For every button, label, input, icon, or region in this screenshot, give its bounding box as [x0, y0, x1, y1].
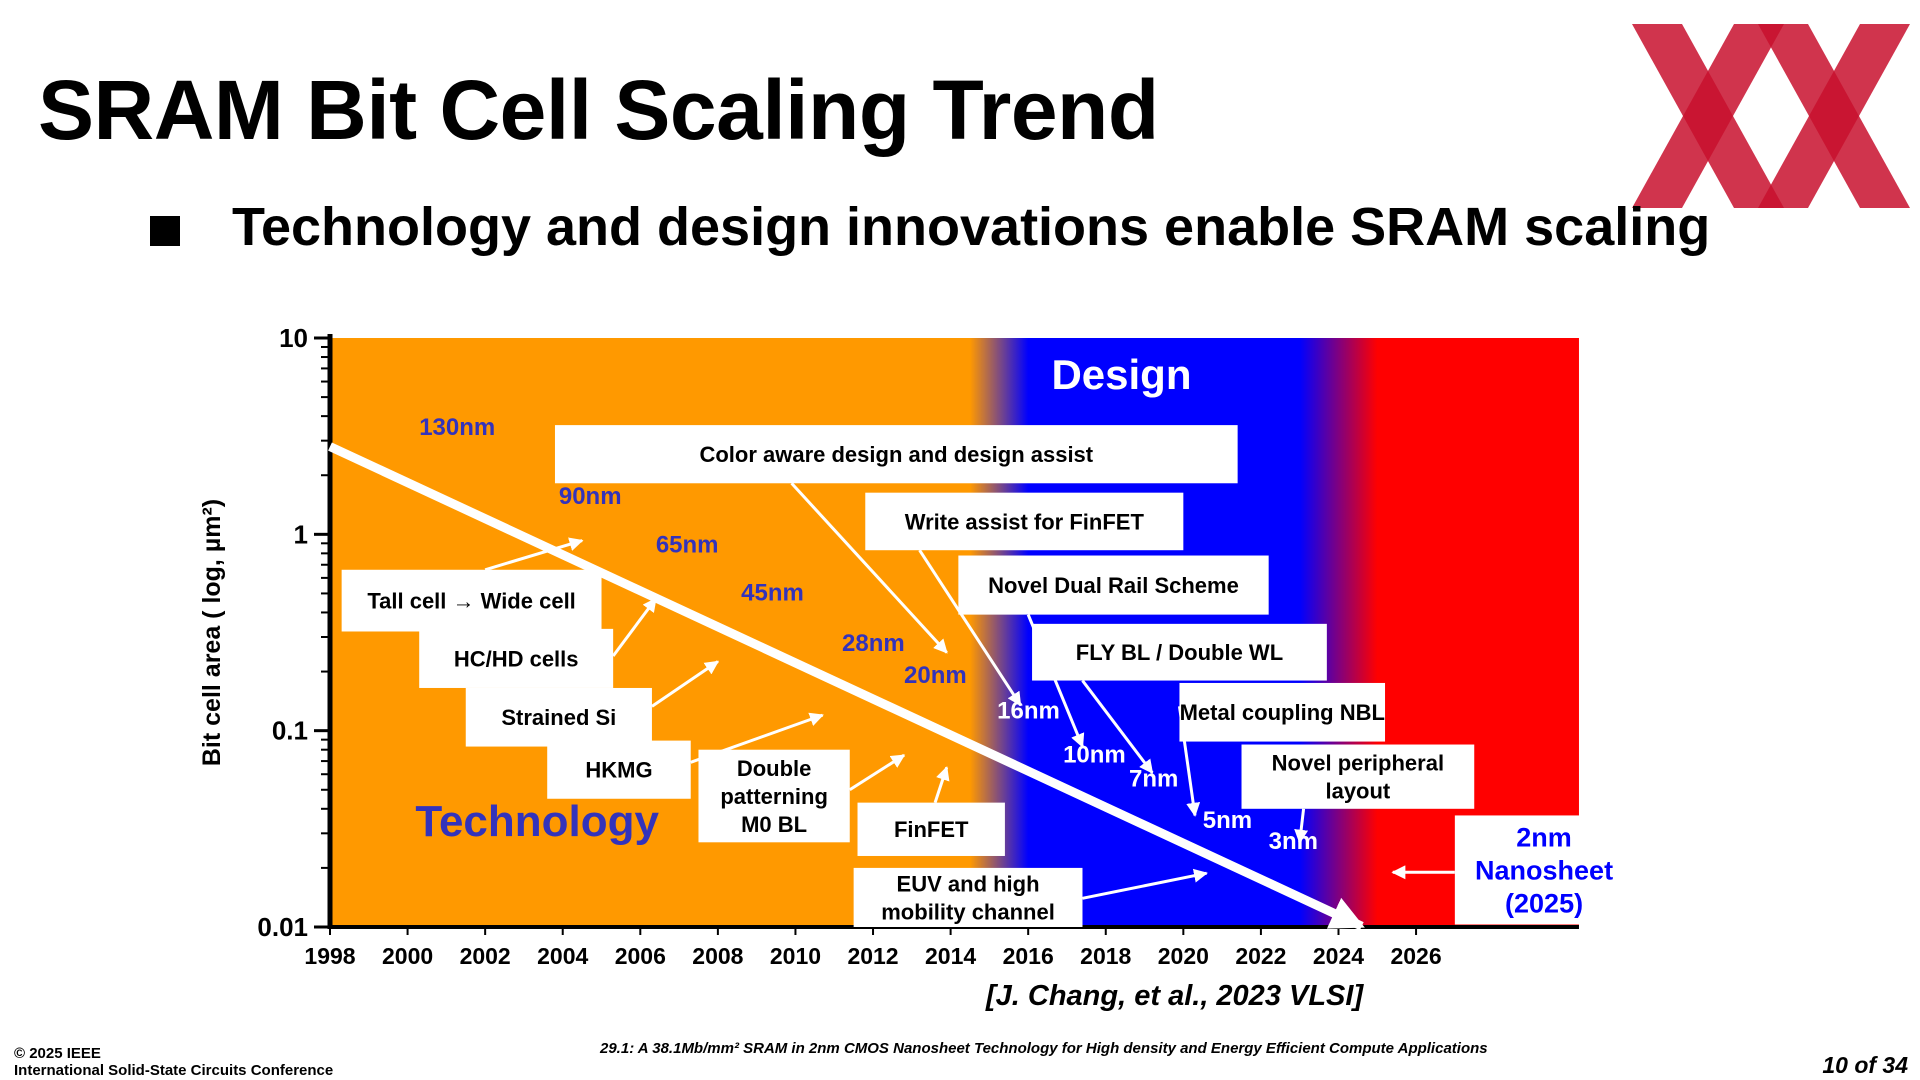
annotation-arrow — [1082, 868, 1208, 900]
x-tick-label: 2000 — [382, 943, 433, 969]
annotation-arrow — [1081, 679, 1154, 774]
annotation-arrow — [651, 660, 720, 708]
footer-paper-title: 29.1: A 38.1Mb/mm² SRAM in 2nm CMOS Nano… — [600, 1040, 1488, 1057]
node-label: 10nm — [1063, 741, 1126, 768]
annotation-text: Color aware design and design assist — [699, 442, 1093, 467]
annotation-text: patterning — [720, 784, 828, 809]
node-label: 7nm — [1129, 765, 1178, 792]
x-tick-label: 2002 — [460, 943, 511, 969]
annotation-box — [419, 628, 614, 688]
annotation-text: Metal coupling NBL — [1180, 700, 1385, 725]
node-label: 28nm — [842, 630, 905, 657]
annotation-arrow — [918, 549, 1022, 707]
node-label: 90nm — [559, 483, 622, 510]
annotation-text: HKMG — [585, 758, 652, 783]
footer-conference: International Solid-State Circuits Confe… — [14, 1062, 334, 1079]
region-label-design: Design — [1051, 351, 1191, 398]
annotation-text: Novel peripheral — [1272, 751, 1444, 776]
annotation-text: layout — [1325, 779, 1390, 804]
annotation-box — [1241, 744, 1475, 809]
annotation-box — [698, 749, 850, 843]
annotation-arrow — [484, 537, 584, 572]
node-label: 3nm — [1269, 828, 1318, 855]
annotation-arrow — [933, 766, 950, 804]
annotation-box — [865, 492, 1184, 551]
annotation-text: Tall cell → Wide cell — [367, 589, 575, 614]
bullet-text: Technology and design innovations enable… — [232, 197, 1711, 257]
annotation-text: (2025) — [1505, 889, 1583, 919]
annotation-text: EUV and high — [897, 871, 1040, 896]
annotation-box — [547, 740, 691, 799]
node-label: 45nm — [741, 580, 804, 607]
node-label: 5nm — [1203, 807, 1252, 834]
annotation-arrow — [611, 597, 658, 657]
annotation-box — [1454, 815, 1634, 925]
x-tick-label: 2010 — [770, 943, 821, 969]
node-label: 130nm — [419, 414, 495, 441]
annotation-text: mobility channel — [881, 899, 1055, 924]
x-tick-label: 2012 — [847, 943, 898, 969]
annotation-box — [1179, 682, 1386, 742]
x-tick-label: 2014 — [925, 943, 976, 969]
node-label: 16nm — [997, 698, 1060, 725]
annotation-text: Write assist for FinFET — [905, 509, 1145, 534]
region-label-technology: Technology — [415, 797, 659, 846]
annotation-text: Nanosheet — [1475, 856, 1613, 886]
y-tick-label: 0.1 — [272, 716, 308, 746]
x-tick-label: 1998 — [304, 943, 355, 969]
y-tick-label: 10 — [279, 323, 308, 353]
y-tick-label: 1 — [294, 519, 308, 549]
x-tick-label: 2026 — [1390, 943, 1441, 969]
annotation-text: 2nm — [1516, 823, 1572, 853]
annotation-text: Double — [737, 756, 812, 781]
annotation-box — [465, 687, 652, 747]
annotation-arrow — [848, 753, 906, 792]
node-label: 20nm — [904, 662, 967, 689]
conference-logo — [1632, 24, 1910, 208]
x-tick-label: 2016 — [1003, 943, 1054, 969]
annotation-text: M0 BL — [741, 812, 807, 837]
footer-copyright: © 2025 IEEE — [14, 1045, 101, 1062]
citation: [J. Chang, et al., 2023 VLSI] — [986, 980, 1364, 1012]
annotation-text: Novel Dual Rail Scheme — [988, 573, 1239, 598]
x-tick-label: 2006 — [615, 943, 666, 969]
x-tick-label: 2004 — [537, 943, 588, 969]
annotation-text: HC/HD cells — [454, 646, 579, 671]
x-tick-label: 2022 — [1235, 943, 1286, 969]
annotation-box — [857, 802, 1005, 856]
annotation-box — [853, 867, 1083, 927]
bullet-square-icon — [150, 216, 180, 246]
annotation-text: FLY BL / Double WL — [1076, 640, 1283, 665]
x-tick-label: 2018 — [1080, 943, 1131, 969]
annotation-box — [554, 425, 1238, 484]
slide-title: SRAM Bit Cell Scaling Trend — [38, 63, 1159, 157]
annotation-box — [1032, 623, 1327, 681]
x-tick-label: 2020 — [1158, 943, 1209, 969]
annotation-text: FinFET — [894, 817, 969, 842]
y-tick-label: 0.01 — [257, 912, 308, 942]
footer-left: © 2025 IEEE International Solid-State Ci… — [14, 1045, 333, 1079]
annotation-text: Strained Si — [501, 705, 616, 730]
y-axis-label: Bit cell area ( log, µm²) — [198, 499, 226, 766]
annotation-box — [958, 555, 1269, 615]
x-tick-label: 2024 — [1313, 943, 1364, 969]
annotation-arrow — [790, 482, 948, 654]
node-label: 65nm — [656, 531, 719, 558]
x-tick-label: 2008 — [692, 943, 743, 969]
annotation-box — [341, 569, 602, 632]
annotation-arrow — [1294, 808, 1309, 844]
page-number: 10 of 34 — [1822, 1052, 1908, 1078]
trend-line — [328, 442, 1365, 931]
